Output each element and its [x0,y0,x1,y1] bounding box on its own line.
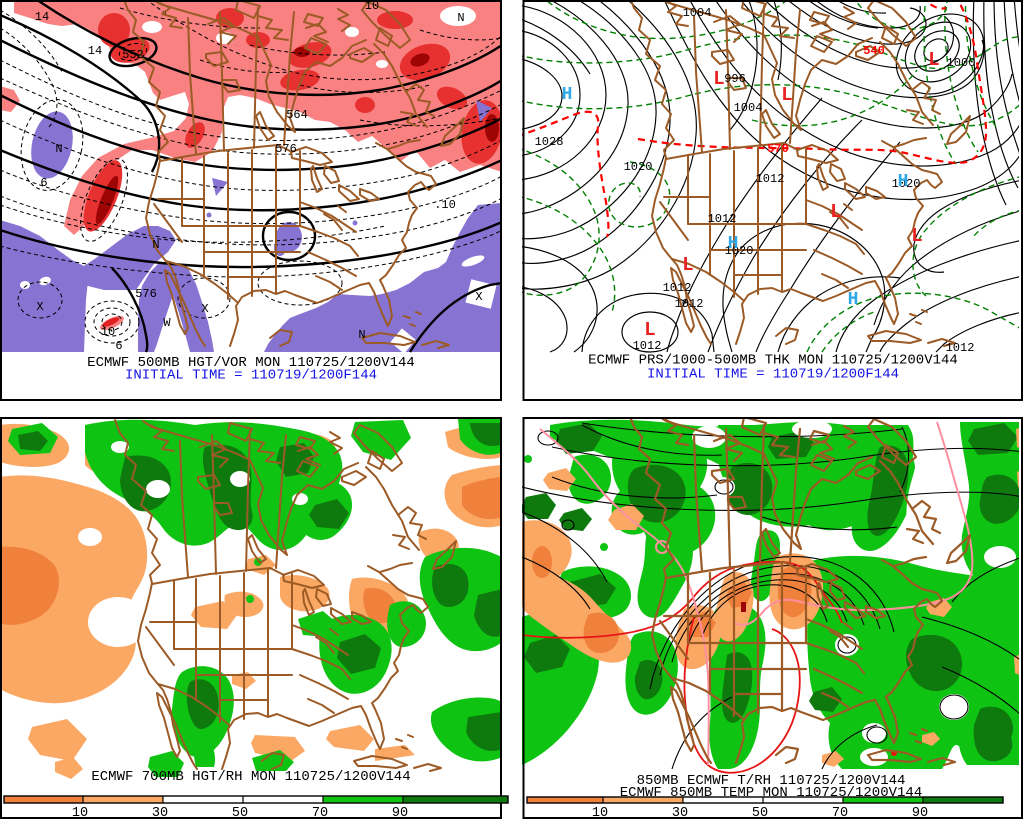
svg-text:.10: .10 [434,198,456,212]
svg-text:6: 6 [40,176,47,190]
svg-text:L: L [830,201,841,223]
svg-text:INITIAL TIME = 110719/1200F144: INITIAL TIME = 110719/1200F144 [125,368,377,384]
svg-text:H: H [728,234,739,254]
svg-text:N: N [457,11,464,25]
svg-text:1012: 1012 [663,281,692,295]
svg-text:576: 576 [135,287,157,301]
svg-text:1000: 1000 [947,56,976,70]
svg-text:50: 50 [232,806,248,819]
svg-text:L: L [682,254,693,276]
svg-text:90: 90 [912,806,928,819]
svg-text:10: 10 [365,0,379,13]
svg-text:10: 10 [101,325,115,339]
svg-text:1012: 1012 [633,339,662,353]
svg-text:H: H [898,172,909,192]
svg-text:W: W [163,316,171,330]
svg-text:552: 552 [122,48,144,62]
svg-text:996: 996 [724,72,746,86]
svg-text:1012: 1012 [756,172,785,186]
svg-text:14: 14 [88,44,102,58]
svg-text:X: X [36,300,43,314]
svg-text:N: N [55,142,62,156]
svg-text:L: L [781,84,792,106]
svg-text:ECMWF PRS/1000-500MB THK MON 1: ECMWF PRS/1000-500MB THK MON 110725/1200… [588,353,958,369]
svg-text:540: 540 [863,44,885,58]
svg-text:N: N [358,328,365,342]
svg-text:1028: 1028 [535,135,564,149]
svg-text:ECMWF 500MB HGT/VOR MON 110725: ECMWF 500MB HGT/VOR MON 110725/1200V144 [87,355,415,371]
svg-text:L: L [911,225,922,247]
svg-text:850MB ECMWF T/RH 110725/1200V1: 850MB ECMWF T/RH 110725/1200V144 [637,773,906,789]
svg-text:1020: 1020 [892,177,921,191]
svg-text:1020: 1020 [624,160,653,174]
svg-text:576: 576 [275,142,297,156]
svg-text:90: 90 [392,806,408,819]
svg-text:6: 6 [115,339,122,353]
svg-text:1012: 1012 [675,297,704,311]
svg-text:30: 30 [152,806,168,819]
svg-text:70: 70 [832,806,848,819]
svg-text:ECMWF 700MB HGT/RH MON 110725/: ECMWF 700MB HGT/RH MON 110725/1200V144 [91,769,410,785]
svg-text:L: L [644,319,655,341]
svg-text:1004: 1004 [683,6,712,20]
svg-text:H: H [848,290,859,310]
svg-text:1012: 1012 [708,212,737,226]
svg-text:50: 50 [752,806,768,819]
svg-text:1004: 1004 [734,101,763,115]
svg-text:H: H [562,85,573,105]
svg-text:X: X [201,302,208,316]
svg-text:L: L [713,68,724,90]
svg-text:14: 14 [35,10,49,24]
svg-text:1020: 1020 [725,244,754,258]
svg-text:570: 570 [767,142,789,156]
svg-text:10: 10 [72,806,88,819]
svg-text:10: 10 [592,806,608,819]
svg-text:1012: 1012 [946,341,975,355]
svg-text:70: 70 [312,806,328,819]
svg-text:INITIAL TIME = 110719/1200F144: INITIAL TIME = 110719/1200F144 [647,367,899,383]
svg-text:N: N [152,238,159,252]
svg-text:564: 564 [286,108,308,122]
svg-text:30: 30 [672,806,688,819]
svg-text:X: X [475,290,482,304]
svg-text:L: L [928,49,939,71]
